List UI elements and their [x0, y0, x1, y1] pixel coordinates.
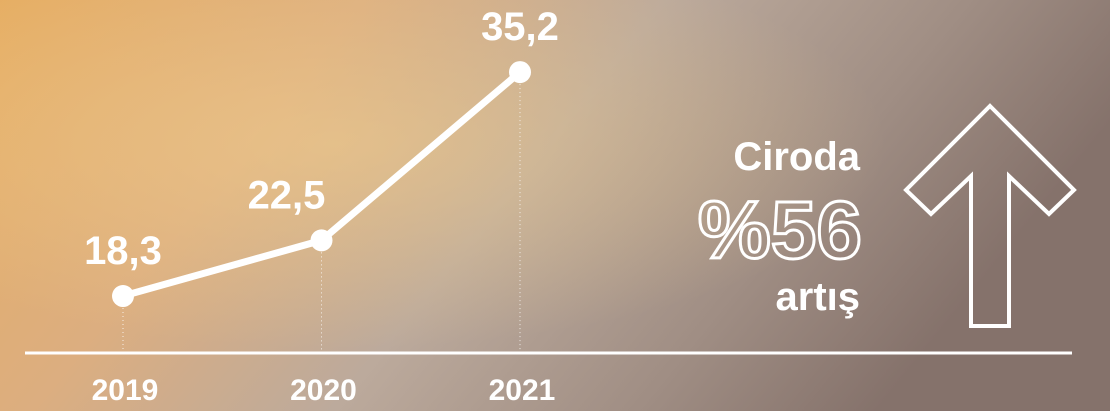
- chart: Ciroda %56 artış 18,3 2019 22,5 2020 35,2 202…: [0, 0, 1110, 411]
- page: {"chart_data": {"type": "line", "categor…: [0, 0, 1110, 411]
- annotation-percent: %56: [698, 185, 862, 276]
- annotation: Ciroda: [733, 135, 860, 179]
- annotation: artış: [776, 275, 861, 319]
- value-label: 18,3: [84, 229, 162, 273]
- value-label: 22,5: [248, 173, 326, 217]
- background-glow: [0, 0, 1110, 411]
- x-tick-label: 2019: [92, 374, 159, 407]
- point: [509, 61, 531, 83]
- point: [112, 285, 134, 307]
- point: [311, 229, 333, 251]
- x-tick-label: 2020: [290, 374, 357, 407]
- value-label: 35,2: [481, 5, 559, 49]
- x-tick-label: 2021: [489, 374, 556, 407]
